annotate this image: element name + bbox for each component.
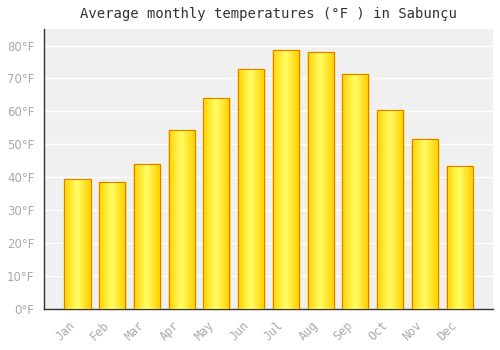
Bar: [168, 130, 194, 309]
Bar: [238, 69, 264, 309]
Bar: [342, 74, 368, 309]
Bar: [308, 52, 334, 309]
Title: Average monthly temperatures (°F ) in Sabunçu: Average monthly temperatures (°F ) in Sa…: [80, 7, 457, 21]
Bar: [204, 98, 230, 309]
Bar: [134, 164, 160, 309]
Bar: [64, 179, 90, 309]
Bar: [99, 182, 125, 309]
Bar: [412, 139, 438, 309]
Bar: [273, 50, 299, 309]
Bar: [446, 166, 472, 309]
Bar: [377, 110, 403, 309]
